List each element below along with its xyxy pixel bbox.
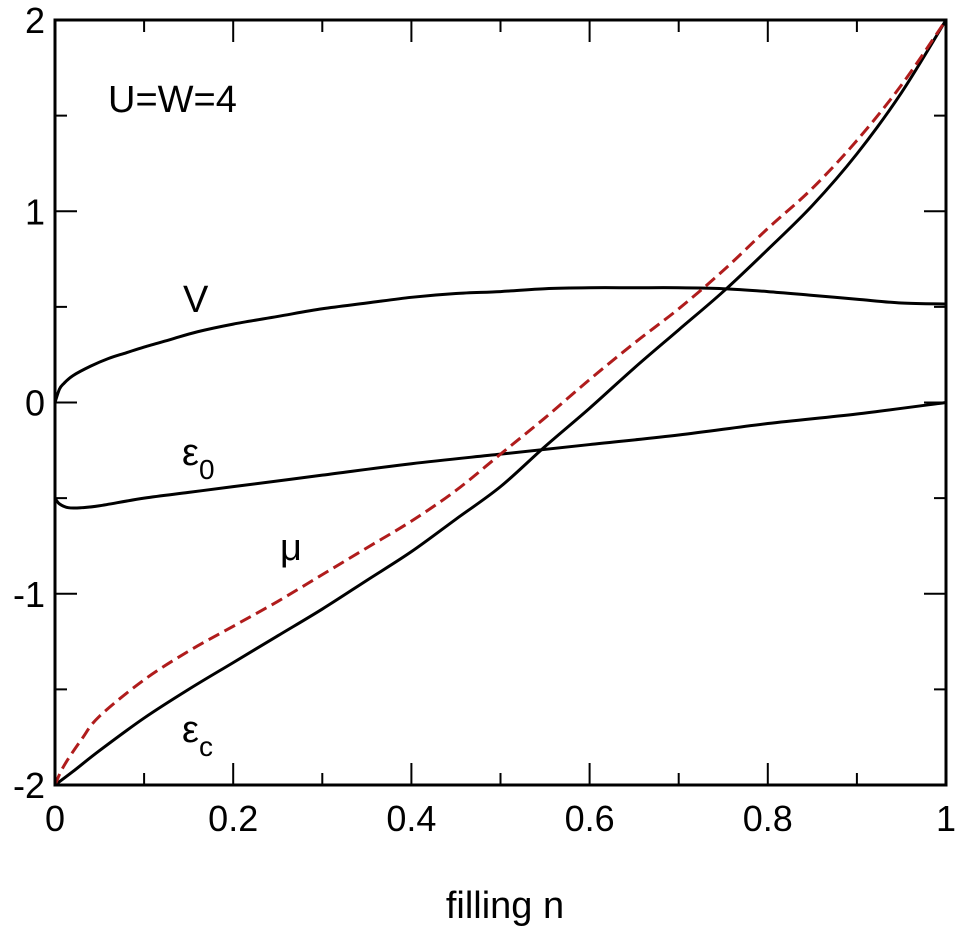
- x-tick-label: 0.6: [565, 798, 615, 839]
- x-tick-label: 1: [936, 798, 956, 839]
- tick-labels: 0 0.2 0.4 0.6 0.8 1 -2 -1 0 1 2: [13, 0, 956, 839]
- plot-frame: [53, 18, 948, 787]
- epsc-label-main: ε: [182, 709, 199, 751]
- eps0-label-sub: 0: [199, 454, 215, 485]
- params-annotation: U=W=4: [108, 79, 237, 121]
- v-label: V: [183, 279, 209, 321]
- x-tick-label: 0.8: [743, 798, 793, 839]
- x-tick-label: 0: [45, 798, 65, 839]
- series-line-V: [53, 286, 947, 403]
- eps0-label: ε0: [182, 432, 215, 485]
- epsc-label: εc: [182, 709, 213, 762]
- series-line-epsc: [54, 19, 948, 787]
- y-tick-label: 2: [25, 0, 45, 41]
- series-layer: [53, 19, 948, 787]
- axis-ticks: [54, 19, 947, 786]
- x-axis-label: filling n: [446, 885, 564, 927]
- x-tick-label: 0.4: [386, 798, 436, 839]
- series-line-eps0: [53, 401, 947, 510]
- mu-label: μ: [280, 527, 302, 569]
- y-tick-label: -2: [13, 765, 45, 806]
- y-tick-label: 0: [25, 383, 45, 424]
- eps0-label-main: ε: [182, 432, 199, 474]
- y-tick-label: -1: [13, 574, 45, 615]
- x-tick-label: 0.2: [208, 798, 258, 839]
- series-line-mu: [53, 19, 948, 786]
- y-tick-label: 1: [25, 191, 45, 232]
- epsc-label-sub: c: [199, 731, 213, 762]
